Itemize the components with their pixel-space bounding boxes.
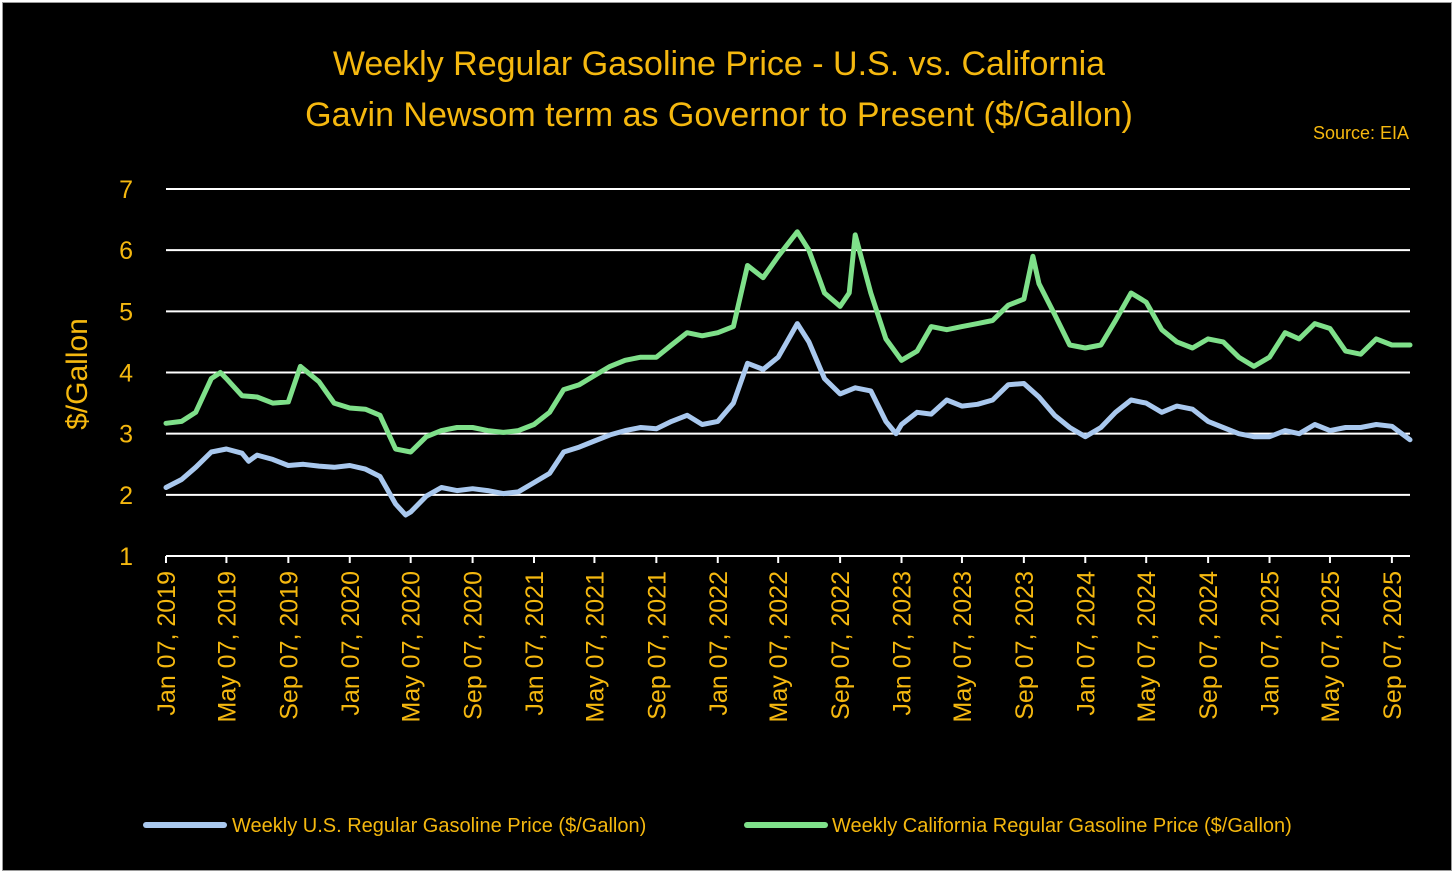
x-tick-label: May 07, 2023 — [949, 571, 977, 723]
chart-title: Weekly Regular Gasoline Price - U.S. vs.… — [333, 45, 1105, 83]
y-tick-label: 2 — [119, 482, 133, 510]
x-tick-label: Sep 07, 2019 — [275, 571, 303, 720]
y-tick-label: 6 — [119, 237, 133, 265]
x-tick-label: Jan 07, 2023 — [889, 571, 917, 716]
series-line-us — [163, 321, 1413, 518]
y-tick-label: 1 — [119, 543, 133, 571]
x-tick-label: Jan 07, 2021 — [521, 571, 549, 716]
chart-subtitle: Gavin Newsom term as Governor to Present… — [305, 96, 1133, 134]
legend-label: Weekly U.S. Regular Gasoline Price ($/Ga… — [232, 815, 646, 837]
y-tick-label: 4 — [119, 360, 133, 388]
y-axis-label: $/Gallon — [61, 318, 94, 430]
y-tick-label: 5 — [119, 298, 133, 326]
x-tick-label: May 07, 2025 — [1317, 571, 1345, 723]
x-tick-label: May 07, 2024 — [1133, 571, 1161, 723]
x-axis-ticks: Jan 07, 2019 May 07, 2019 Sep 07, 2019 Jan … — [153, 556, 1407, 723]
series-lines — [163, 229, 1413, 518]
x-tick-label: May 07, 2019 — [213, 571, 241, 723]
y-axis-ticks: 1 2 3 4 5 6 7 — [119, 176, 133, 571]
x-tick-label: Jan 07, 2024 — [1072, 571, 1100, 716]
legend-label: Weekly California Regular Gasoline Price… — [832, 815, 1292, 837]
legend: Weekly U.S. Regular Gasoline Price ($/Ga… — [143, 815, 1292, 837]
chart-source: Source: EIA — [1313, 123, 1409, 143]
x-tick-label: Sep 07, 2024 — [1195, 571, 1223, 720]
x-tick-label: May 07, 2022 — [765, 571, 793, 723]
x-tick-label: May 07, 2021 — [581, 571, 609, 723]
x-tick-label: Sep 07, 2023 — [1011, 571, 1039, 720]
gridlines — [166, 188, 1410, 557]
y-tick-label: 3 — [119, 421, 133, 449]
x-tick-label: Jan 07, 2022 — [705, 571, 733, 716]
chart-svg: Weekly Regular Gasoline Price - U.S. vs.… — [61, 45, 1413, 837]
series-line-california — [163, 229, 1413, 455]
x-tick-label: May 07, 2020 — [398, 571, 426, 723]
x-tick-label: Sep 07, 2022 — [827, 571, 855, 720]
x-tick-label: Jan 07, 2019 — [153, 571, 181, 716]
x-tick-label: Sep 07, 2021 — [643, 571, 671, 720]
x-tick-label: Sep 07, 2020 — [460, 571, 488, 720]
x-tick-label: Sep 07, 2025 — [1379, 571, 1407, 720]
y-tick-label: 7 — [119, 176, 133, 204]
x-tick-label: Jan 07, 2020 — [337, 571, 365, 716]
x-tick-label: Jan 07, 2025 — [1257, 571, 1285, 716]
